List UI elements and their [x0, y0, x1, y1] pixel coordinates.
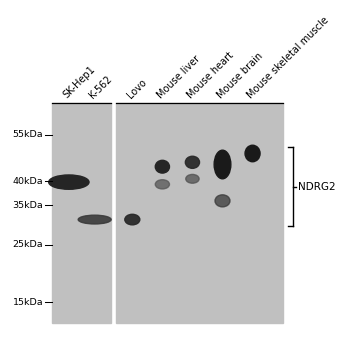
Text: K-562: K-562 — [88, 74, 114, 100]
Ellipse shape — [155, 180, 169, 189]
Bar — [52, 103, 111, 323]
Ellipse shape — [155, 160, 169, 173]
Text: 40kDa: 40kDa — [13, 176, 44, 186]
Text: 15kDa: 15kDa — [13, 298, 44, 307]
Text: Mouse liver: Mouse liver — [155, 54, 202, 100]
Ellipse shape — [125, 214, 140, 225]
Bar — [116, 103, 283, 323]
Text: Mouse skeletal muscle: Mouse skeletal muscle — [245, 15, 331, 100]
Ellipse shape — [215, 195, 230, 207]
Text: Mouse heart: Mouse heart — [185, 50, 236, 100]
Ellipse shape — [245, 145, 260, 162]
Ellipse shape — [78, 215, 111, 224]
Text: 55kDa: 55kDa — [13, 130, 44, 139]
Text: 35kDa: 35kDa — [13, 201, 44, 210]
Text: Lovo: Lovo — [125, 77, 149, 100]
Text: Mouse brain: Mouse brain — [216, 51, 265, 100]
Ellipse shape — [214, 150, 231, 179]
Ellipse shape — [185, 156, 200, 168]
Text: 25kDa: 25kDa — [13, 240, 44, 250]
Ellipse shape — [49, 175, 89, 189]
Text: SK-Hep1: SK-Hep1 — [62, 64, 98, 100]
Text: NDRG2: NDRG2 — [298, 182, 336, 191]
Ellipse shape — [186, 174, 199, 183]
